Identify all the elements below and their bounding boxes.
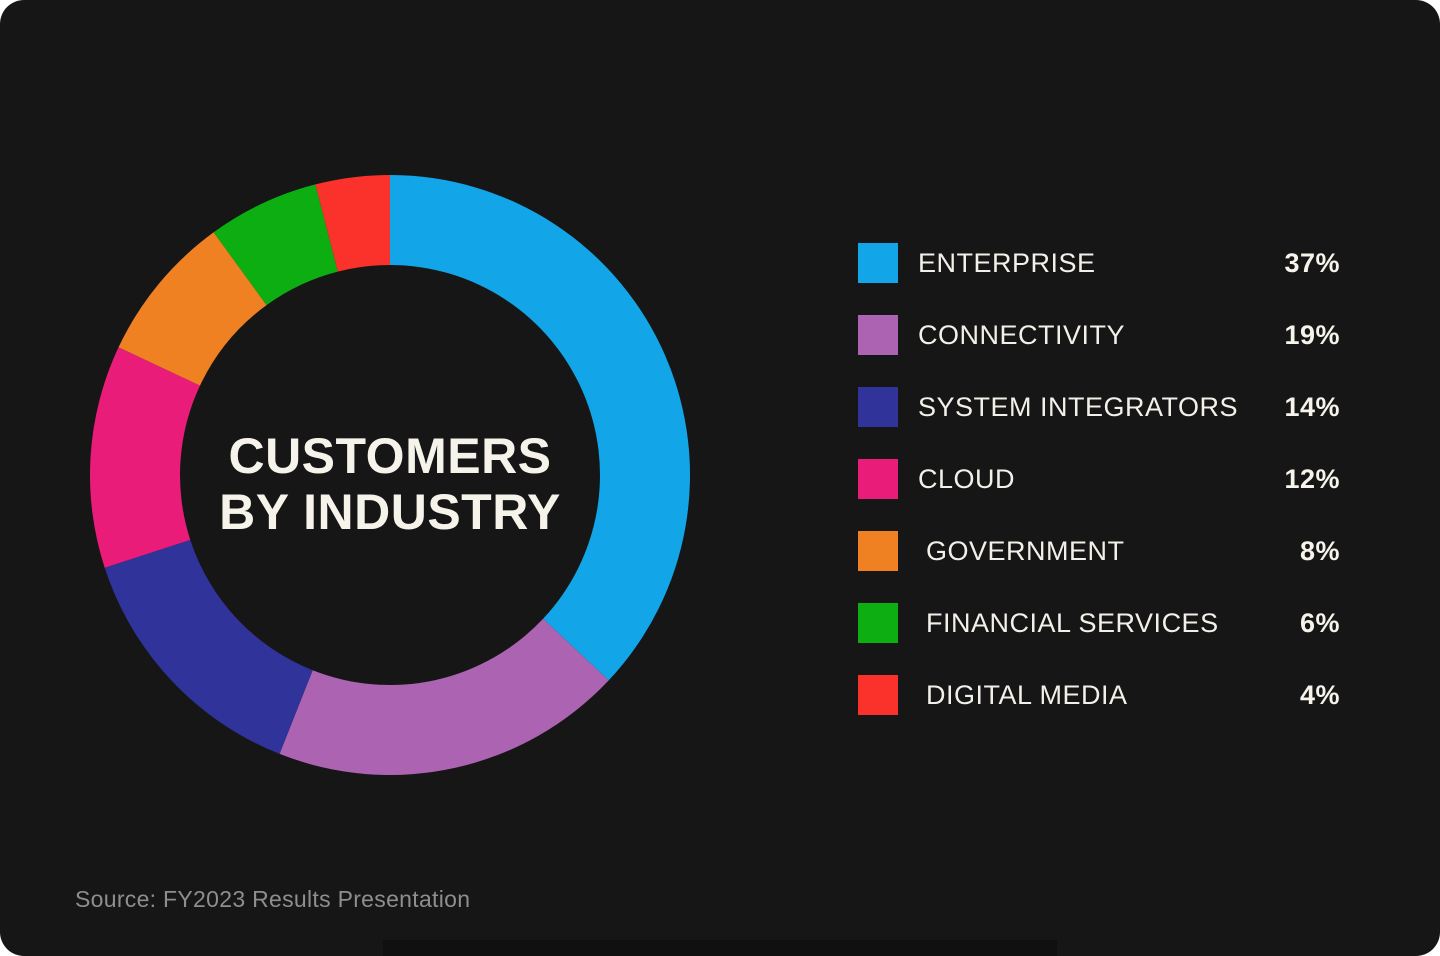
legend-swatch: [858, 315, 898, 355]
chart-title: CUSTOMERS BY INDUSTRY: [140, 428, 640, 540]
legend-label: ENTERPRISE: [918, 247, 1096, 278]
legend-label: GOVERNMENT: [926, 535, 1125, 566]
chart-title-line1: CUSTOMERS: [228, 428, 552, 484]
legend-percent: 6%: [1299, 607, 1340, 638]
legend-percent: 8%: [1299, 535, 1340, 566]
donut-segment-enterprise: [390, 175, 690, 681]
legend-swatch: [858, 459, 898, 499]
legend-row-enterprise: ENTERPRISE 37%: [858, 243, 1340, 283]
legend-row-government: GOVERNMENT 8%: [858, 531, 1340, 571]
donut-segment-government: [118, 232, 267, 386]
legend-label: FINANCIAL SERVICES: [926, 607, 1219, 638]
legend-percent: 14%: [1284, 391, 1340, 422]
legend-label: CLOUD: [918, 463, 1016, 494]
legend-label: DIGITAL MEDIA: [926, 679, 1128, 710]
legend-swatch: [858, 675, 898, 715]
legend-label: SYSTEM INTEGRATORS: [918, 391, 1239, 422]
legend-swatch: [858, 531, 898, 571]
source-note: Source: FY2023 Results Presentation: [75, 886, 471, 912]
legend-row-cloud: CLOUD 12%: [858, 459, 1340, 499]
legend: ENTERPRISE 37% CONNECTIVITY 19% SYSTEM I…: [858, 243, 1340, 747]
legend-row-digital-media: DIGITAL MEDIA 4%: [858, 675, 1340, 715]
legend-percent: 19%: [1284, 319, 1340, 350]
legend-row-connectivity: CONNECTIVITY 19%: [858, 315, 1340, 355]
legend-percent: 37%: [1284, 247, 1340, 278]
donut-segment-financial-services: [213, 184, 338, 306]
donut-segment-digital-media: [315, 175, 390, 272]
legend-row-system-integrators: SYSTEM INTEGRATORS 14%: [858, 387, 1340, 427]
bottom-edge-strip: [383, 940, 1057, 956]
legend-row-financial-services: FINANCIAL SERVICES 6%: [858, 603, 1340, 643]
donut-segment-connectivity: [279, 618, 609, 775]
legend-swatch: [858, 387, 898, 427]
donut-segment-system-integrators: [104, 539, 313, 754]
donut-chart-svg: [89, 175, 690, 775]
legend-label: CONNECTIVITY: [918, 319, 1126, 350]
legend-percent: 12%: [1284, 463, 1340, 494]
donut-segment-cloud: [89, 347, 200, 568]
legend-swatch: [858, 603, 898, 643]
donut-chart: [80, 165, 700, 785]
chart-title-line2: BY INDUSTRY: [219, 484, 561, 540]
legend-percent: 4%: [1299, 679, 1340, 710]
legend-swatch: [858, 243, 898, 283]
